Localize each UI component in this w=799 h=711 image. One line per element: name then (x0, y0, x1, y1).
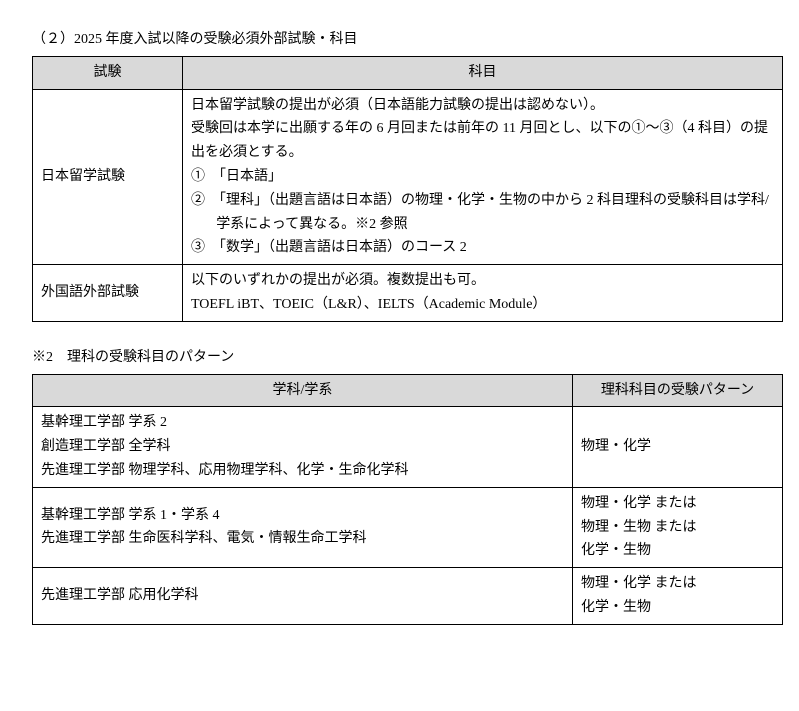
header-pattern: 理科科目の受験パターン (573, 374, 783, 407)
table-row: 外国語外部試験 以下のいずれかの提出が必須。複数提出も可。 TOEFL iBT、… (33, 265, 783, 322)
detail-line: 日本留学試験の提出が必須（日本語能力試験の提出は認めない）。 (191, 94, 774, 118)
table-row: 基幹理工学部 学系 2 創造理工学部 全学科 先進理工学部 物理学科、応用物理学… (33, 407, 783, 487)
exam-details-cell: 以下のいずれかの提出が必須。複数提出も可。 TOEFL iBT、TOEIC（L&… (183, 265, 783, 322)
dept-cell: 基幹理工学部 学系 2 創造理工学部 全学科 先進理工学部 物理学科、応用物理学… (33, 407, 573, 487)
detail-item: ③ 「数学」（出題言語は日本語）のコース 2 (191, 236, 774, 260)
pattern-cell: 物理・化学 (573, 407, 783, 487)
table-row: 基幹理工学部 学系 1・学系 4 先進理工学部 生命医科学科、電気・情報生命工学… (33, 487, 783, 567)
table-row: 日本留学試験 日本留学試験の提出が必須（日本語能力試験の提出は認めない）。 受験… (33, 89, 783, 265)
pattern-cell: 物理・化学 または 物理・生物 または 化学・生物 (573, 487, 783, 567)
detail-line: 以下のいずれかの提出が必須。複数提出も可。 (191, 269, 774, 293)
detail-line: 受験回は本学に出願する年の 6 月回または前年の 11 月回とし、以下の①～③（… (191, 117, 774, 165)
exam-table: 試験 科目 日本留学試験 日本留学試験の提出が必須（日本語能力試験の提出は認めな… (32, 56, 783, 322)
detail-item: ① 「日本語」 (191, 165, 774, 189)
header-subject: 科目 (183, 56, 783, 89)
detail-line: TOEFL iBT、TOEIC（L&R）、IELTS（Academic Modu… (191, 293, 774, 317)
exam-details-cell: 日本留学試験の提出が必須（日本語能力試験の提出は認めない）。 受験回は本学に出願… (183, 89, 783, 265)
section-title: （２）2025 年度入試以降の受験必須外部試験・科目 (32, 28, 783, 52)
table-header-row: 試験 科目 (33, 56, 783, 89)
pattern-table: 学科/学系 理科科目の受験パターン 基幹理工学部 学系 2 創造理工学部 全学科… (32, 374, 783, 625)
detail-item: ② 「理科」（出題言語は日本語）の物理・化学・生物の中から 2 科目理科の受験科… (191, 189, 774, 237)
note-title: ※2 理科の受験科目のパターン (32, 346, 783, 370)
header-exam: 試験 (33, 56, 183, 89)
pattern-cell: 物理・化学 または 化学・生物 (573, 568, 783, 625)
table-row: 先進理工学部 応用化学科 物理・化学 または 化学・生物 (33, 568, 783, 625)
exam-name-cell: 外国語外部試験 (33, 265, 183, 322)
dept-cell: 基幹理工学部 学系 1・学系 4 先進理工学部 生命医科学科、電気・情報生命工学… (33, 487, 573, 567)
table-header-row: 学科/学系 理科科目の受験パターン (33, 374, 783, 407)
dept-cell: 先進理工学部 応用化学科 (33, 568, 573, 625)
exam-name-cell: 日本留学試験 (33, 89, 183, 265)
header-dept: 学科/学系 (33, 374, 573, 407)
